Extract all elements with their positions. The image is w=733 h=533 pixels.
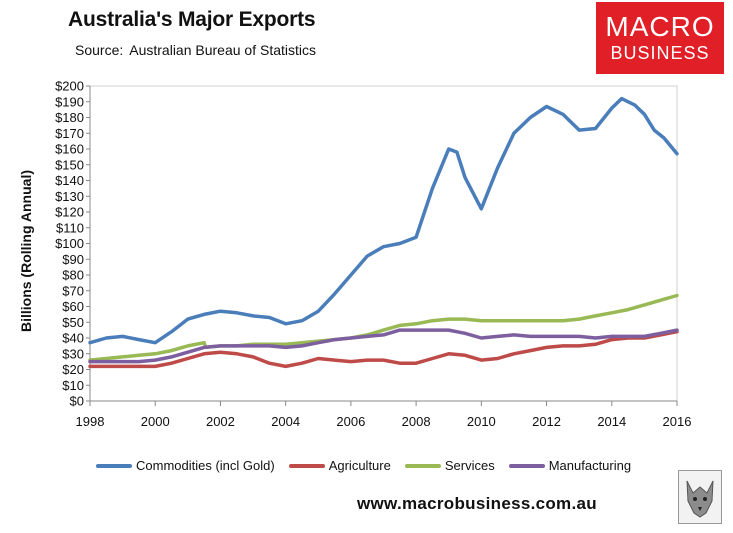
legend-item-commodities: Commodities (incl Gold)	[96, 458, 275, 473]
series-line-agriculture	[88, 329, 679, 369]
series-lines	[88, 96, 679, 369]
y-tick-label: $0	[70, 394, 84, 409]
source-line: Source: Australian Bureau of Statistics	[75, 42, 322, 58]
x-tick-label: 2004	[271, 414, 300, 429]
logo-top-text: MACRO	[605, 11, 715, 42]
x-tick-label: 2016	[663, 414, 692, 429]
legend-swatch-services	[404, 463, 441, 468]
y-tick-label: $10	[62, 378, 84, 393]
legend: Commodities (incl Gold) Agriculture Serv…	[96, 458, 645, 473]
x-tick-label: 2000	[141, 414, 170, 429]
y-tick-label: $180	[55, 110, 84, 125]
y-tick-label: $170	[55, 126, 84, 141]
y-tick-label: $150	[55, 157, 84, 172]
x-axis: 1998 2000 2002 2004 2006 2008 2010 2012 2014 2016	[76, 400, 692, 429]
y-tick-label: $140	[55, 173, 84, 188]
y-tick-label: $80	[62, 268, 84, 283]
y-tick-label: $160	[55, 142, 84, 157]
x-tick-label: 1998	[76, 414, 105, 429]
y-tick-label: $60	[62, 299, 84, 314]
legend-label-manufacturing: Manufacturing	[548, 458, 632, 473]
series-line-manufacturing	[88, 328, 679, 364]
y-tick-label: $190	[55, 94, 84, 109]
series-line-commodities	[88, 96, 679, 345]
x-tick-label: 2002	[206, 414, 235, 429]
wolf-icon-graphic	[686, 480, 714, 518]
legend-swatch-manufacturing	[508, 463, 545, 468]
source-label: Source:	[75, 42, 124, 58]
y-tick-label: $110	[56, 220, 84, 235]
y-tick-label: $90	[62, 252, 84, 267]
y-tick-label: $100	[55, 236, 84, 251]
y-tick-label: $130	[55, 189, 84, 204]
logo-bottom-text: BUSINESS	[610, 43, 710, 63]
y-tick-label: $40	[62, 331, 84, 346]
legend-swatch-agriculture	[288, 463, 325, 468]
x-tick-label: 2014	[597, 414, 626, 429]
brand-logo: MACRO BUSINESS	[596, 2, 724, 74]
x-tick-label: 2010	[467, 414, 496, 429]
y-axis: $0$10$20$30$40$50$60$70$80$90$100$110$12…	[55, 79, 91, 409]
y-tick-label: $20	[62, 362, 84, 377]
y-tick-label: $50	[62, 315, 84, 330]
y-tick-label: $30	[62, 346, 84, 361]
x-tick-label: 2008	[402, 414, 431, 429]
legend-item-manufacturing: Manufacturing	[508, 458, 632, 473]
x-tick-label: 2006	[336, 414, 365, 429]
wolf-logo-icon	[678, 470, 722, 524]
y-tick-label: $70	[62, 283, 84, 298]
website-url[interactable]: www.macrobusiness.com.au	[357, 494, 597, 513]
plot-area	[89, 85, 678, 402]
source-value: Australian Bureau of Statistics	[129, 42, 317, 58]
legend-swatch-commodities	[96, 463, 132, 468]
y-tick-label: $200	[55, 79, 84, 94]
chart-title: Australia's Major Exports	[68, 8, 316, 31]
y-tick-label: $120	[55, 205, 84, 220]
chart: $0$10$20$30$40$50$60$70$80$90$100$110$12…	[55, 79, 692, 430]
legend-item-services: Services	[404, 458, 495, 473]
legend-item-agriculture: Agriculture	[288, 458, 391, 473]
x-tick-label: 2012	[532, 414, 561, 429]
legend-label-commodities: Commodities (incl Gold)	[136, 458, 275, 473]
legend-label-services: Services	[444, 458, 495, 473]
legend-label-agriculture: Agriculture	[328, 458, 391, 473]
